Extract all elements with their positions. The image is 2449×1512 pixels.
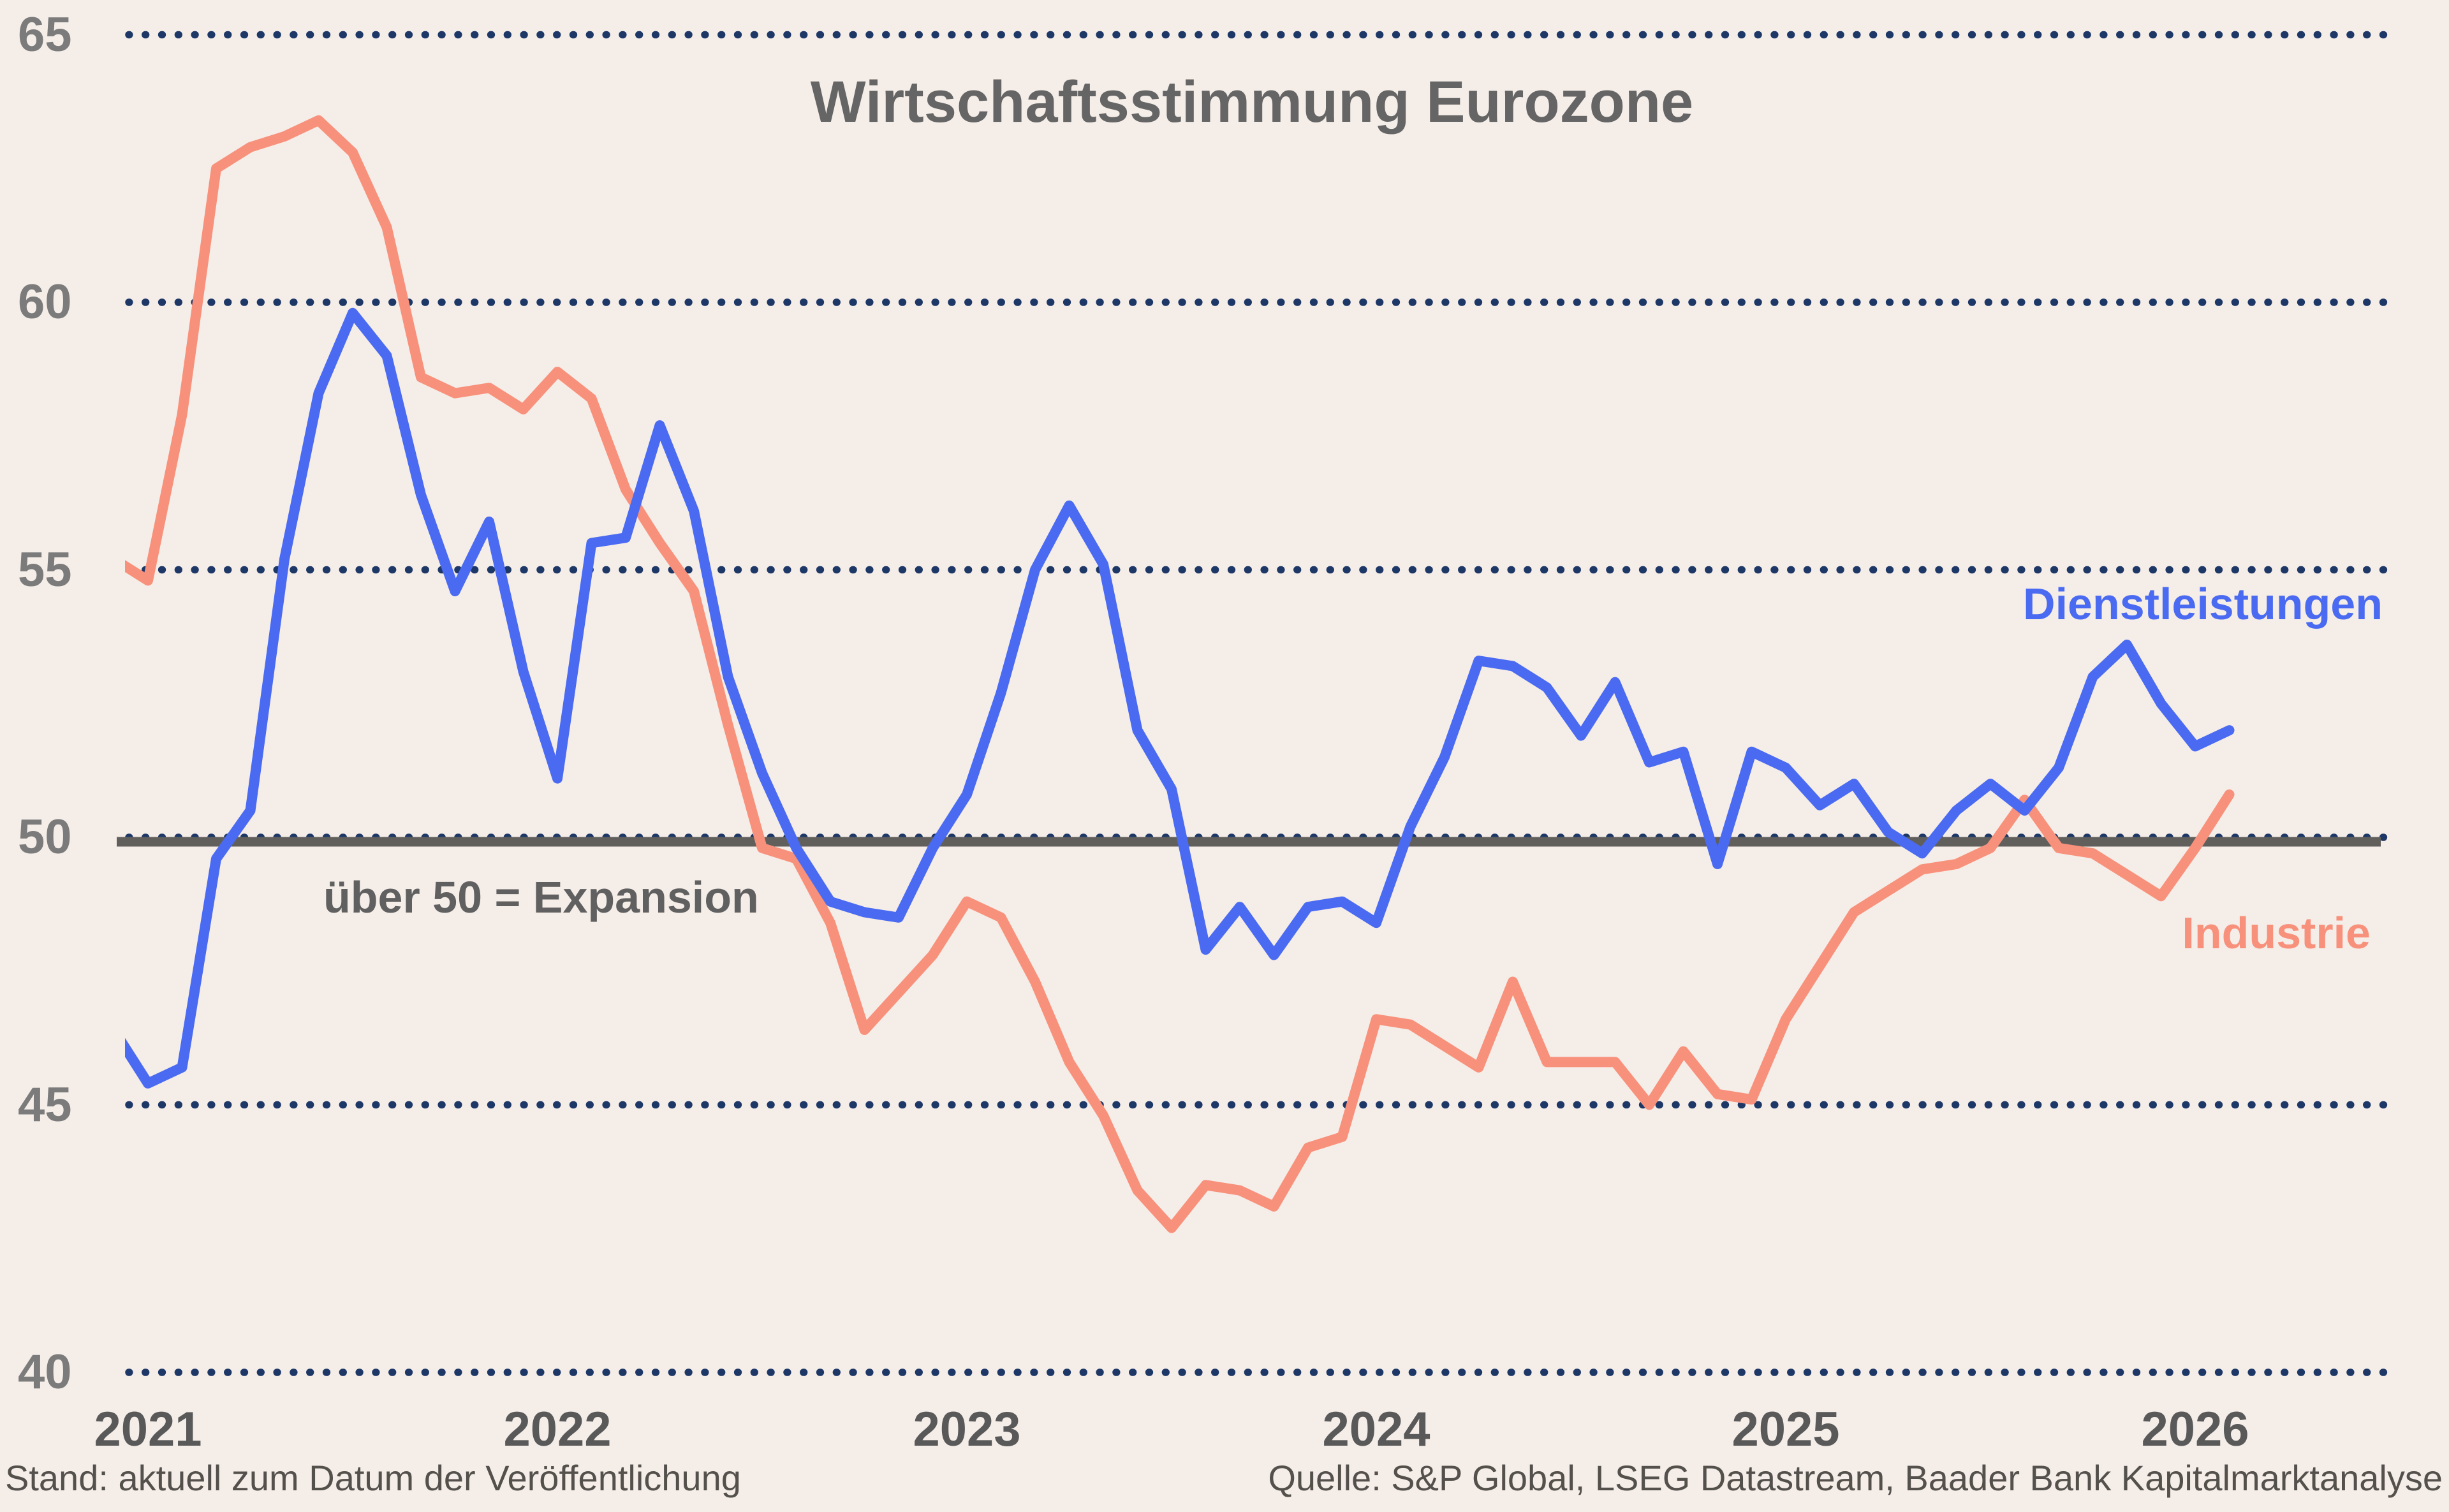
y-axis-label-50: 50 <box>18 810 72 864</box>
expansion-threshold-annotation: über 50 = Expansion <box>323 872 759 922</box>
y-axis-label-65: 65 <box>18 7 72 62</box>
y-axis-label-55: 55 <box>18 542 72 597</box>
y-axis-label-45: 45 <box>18 1077 72 1132</box>
line-dienstleistungen <box>125 307 2235 1089</box>
x-axis-label-2021: 2021 <box>94 1402 202 1457</box>
x-axis-label-2024: 2024 <box>1322 1402 1430 1457</box>
line-industrie <box>125 115 2235 1233</box>
legend-label-industrie: Industrie <box>2182 908 2371 958</box>
footer-source-note: Quelle: S&P Global, LSEG Datastream, Baa… <box>1268 1458 2443 1498</box>
y-axis-label-60: 60 <box>18 275 72 329</box>
y-axis-label-40: 40 <box>18 1345 72 1399</box>
x-axis-label-2023: 2023 <box>913 1402 1021 1457</box>
legend-label-dienstleistungen: Dienstleistungen <box>2023 579 2383 629</box>
footer-status-note: Stand: aktuell zum Datum der Veröffentli… <box>5 1458 741 1498</box>
chart-title: Wirtschaftsstimmung Eurozone <box>810 70 1694 135</box>
x-axis-label-2026: 2026 <box>2141 1402 2249 1457</box>
x-axis-label-2025: 2025 <box>1732 1402 1840 1457</box>
x-axis-label-2022: 2022 <box>503 1402 612 1457</box>
